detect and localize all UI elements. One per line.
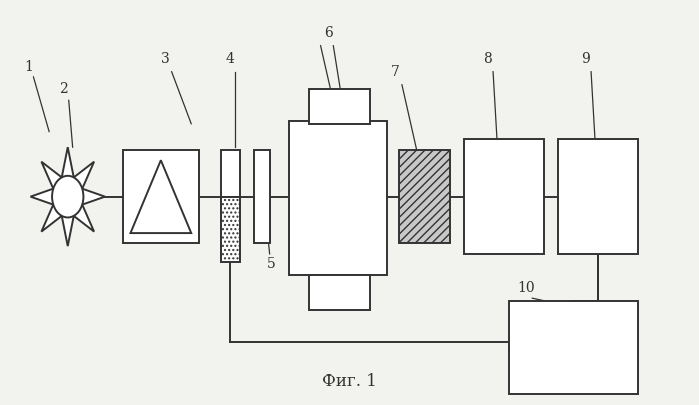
Text: 6: 6 <box>324 26 333 40</box>
Text: Фиг. 1: Фиг. 1 <box>322 373 377 390</box>
Text: 5: 5 <box>267 257 276 271</box>
Text: 3: 3 <box>161 52 170 66</box>
Bar <box>509 301 638 394</box>
Text: 7: 7 <box>391 65 400 79</box>
Bar <box>254 150 270 243</box>
Bar <box>221 197 240 262</box>
Bar <box>558 139 638 254</box>
Circle shape <box>52 176 83 217</box>
Text: 4: 4 <box>226 52 235 66</box>
Text: 10: 10 <box>517 281 535 295</box>
Bar <box>309 89 370 124</box>
Bar <box>399 150 450 243</box>
Polygon shape <box>31 147 105 246</box>
Text: 1: 1 <box>24 60 33 74</box>
Bar <box>289 121 387 275</box>
Bar <box>309 275 370 310</box>
Bar <box>122 150 199 243</box>
Bar <box>463 139 544 254</box>
Text: 2: 2 <box>59 82 69 96</box>
Text: 9: 9 <box>581 52 589 66</box>
Polygon shape <box>131 160 192 233</box>
Text: 8: 8 <box>483 52 491 66</box>
Bar <box>221 150 240 197</box>
